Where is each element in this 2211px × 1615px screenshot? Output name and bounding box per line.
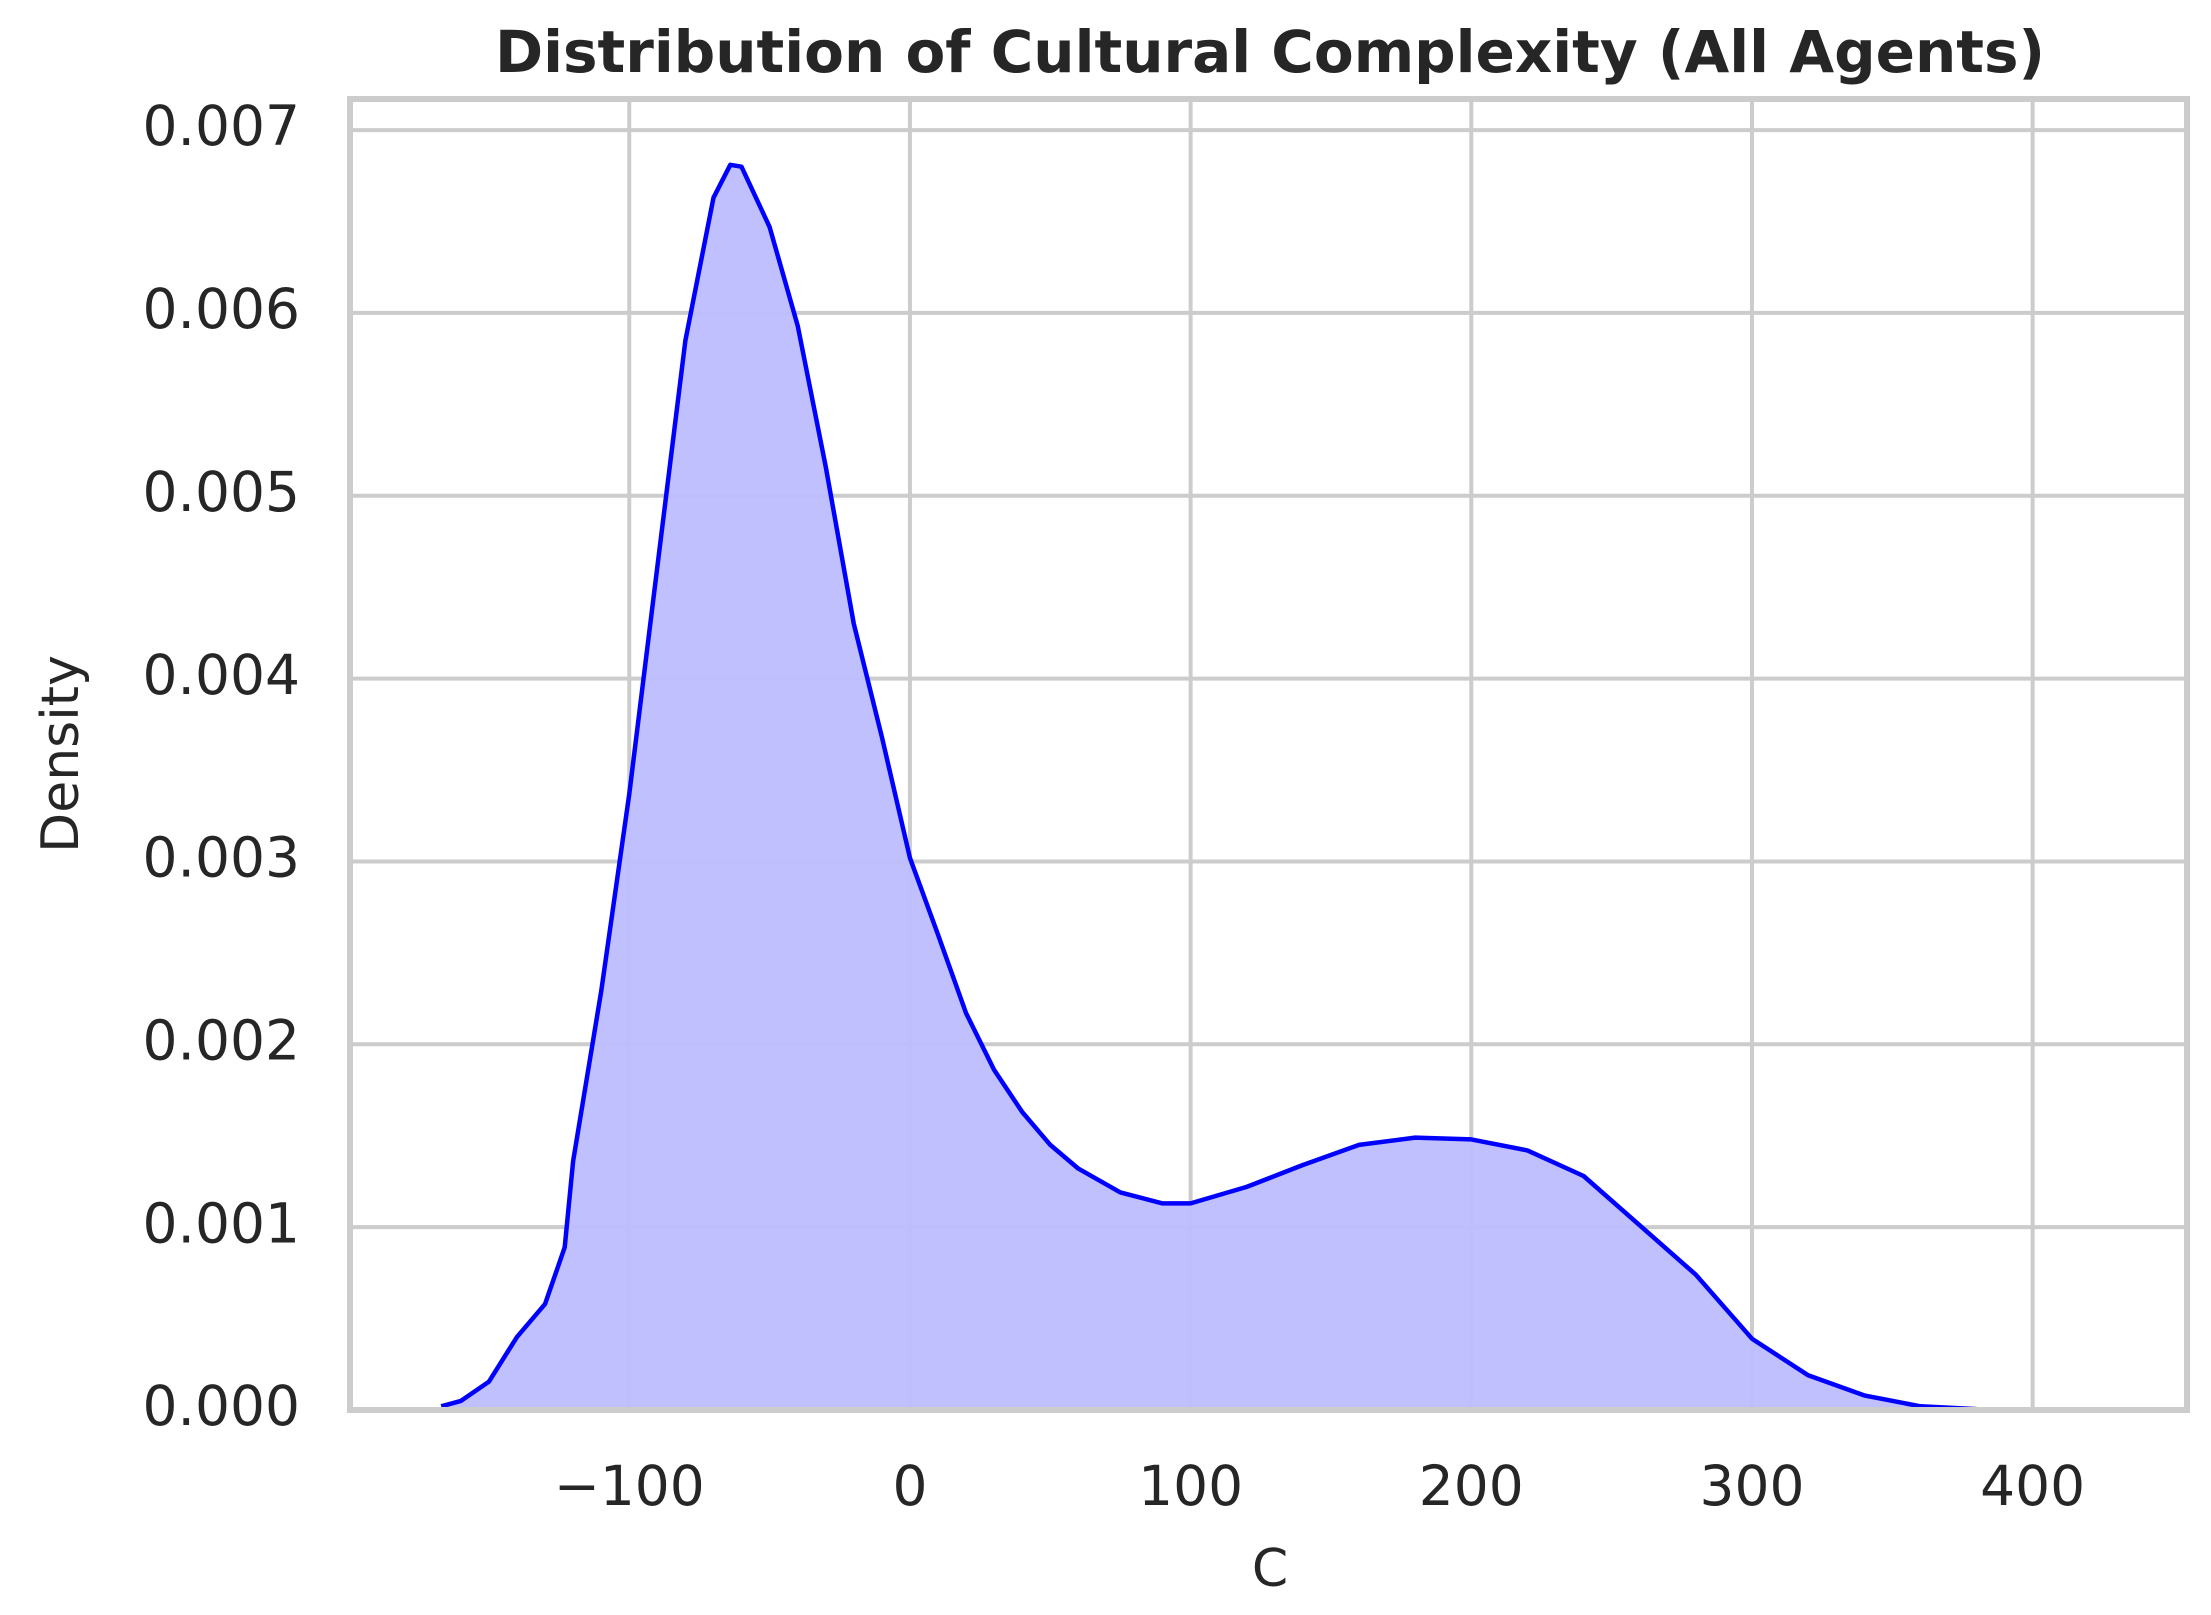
x-tick-label: 0 — [892, 1454, 927, 1518]
y-tick-label: 0.001 — [143, 1191, 300, 1255]
y-tick-label: 0.004 — [143, 643, 300, 707]
x-tick-label: 400 — [1980, 1454, 2085, 1518]
y-tick-label: 0.002 — [143, 1008, 300, 1072]
y-tick-label: 0.005 — [143, 460, 300, 524]
y-axis-label: Density — [31, 655, 91, 853]
chart-title: Distribution of Cultural Complexity (All… — [495, 18, 2045, 86]
x-tick-label: 200 — [1419, 1454, 1524, 1518]
y-tick-label: 0.003 — [143, 826, 300, 890]
x-tick-label: 300 — [1699, 1454, 1804, 1518]
x-tick-label: −100 — [554, 1454, 705, 1518]
x-tick-label: 100 — [1138, 1454, 1243, 1518]
plot-frame — [347, 96, 2190, 1413]
density-line — [440, 162, 1977, 1412]
x-axis-label: C — [1252, 1539, 1288, 1599]
y-tick-label: 0.007 — [143, 94, 300, 158]
y-tick-label: 0.000 — [143, 1374, 300, 1438]
y-tick-label: 0.006 — [143, 277, 300, 341]
density-area — [441, 164, 1977, 1410]
